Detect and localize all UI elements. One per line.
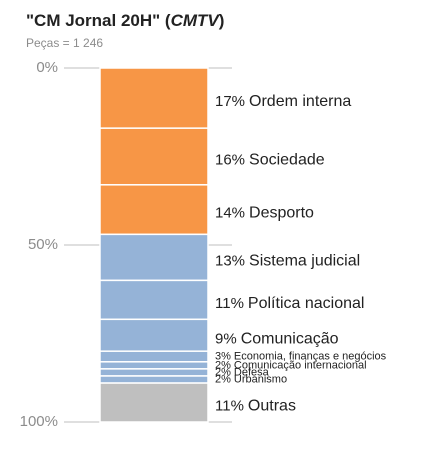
segment-label: 9% Comunicação	[215, 330, 339, 347]
category-label: Defesa	[234, 366, 270, 378]
category-label: Comunicação internacional	[234, 359, 367, 371]
value-label: 14%	[215, 205, 245, 222]
category-label: Desporto	[249, 205, 314, 222]
y-tick-label: 50%	[28, 236, 58, 253]
bar-segment	[99, 67, 209, 129]
value-label: 9%	[215, 330, 237, 347]
segment-label: 2% Urbanismo	[215, 373, 287, 385]
segment-label: 17% Ordem interna	[215, 93, 351, 110]
value-label: 17%	[215, 93, 245, 110]
segment-label: 11% Política nacional	[215, 295, 364, 312]
bar-segment	[99, 184, 209, 236]
bar-segment	[99, 375, 209, 384]
title-part: CMTV	[171, 11, 221, 30]
bar-segment	[99, 127, 209, 186]
bar-segment	[99, 318, 209, 352]
segment-label: 2% Defesa	[215, 366, 270, 378]
segment-label: 3% Economia, finanças e negócios	[215, 350, 387, 362]
category-label: Comunicação	[241, 330, 339, 347]
segment-label: 2% Comunicação internacional	[215, 359, 367, 371]
category-label: Política nacional	[248, 295, 365, 312]
title-part: "CM Jornal 20H" (	[26, 11, 171, 30]
value-label: 16%	[215, 151, 245, 168]
value-label: 11%	[215, 397, 244, 414]
value-label: 11%	[215, 295, 244, 312]
bar-segment	[99, 350, 209, 363]
category-label: Sistema judicial	[249, 253, 360, 270]
bar-segment	[99, 361, 209, 370]
value-label: 13%	[215, 252, 245, 269]
bar-segment	[99, 382, 209, 423]
value-label: 2%	[215, 359, 231, 371]
segment-label: 11% Outras	[215, 397, 296, 414]
bar-segment	[99, 279, 209, 321]
segment-label: 14% Desporto	[215, 205, 314, 222]
category-label: Sociedade	[249, 152, 325, 169]
category-label: Outras	[248, 398, 296, 415]
segment-label: 16% Sociedade	[215, 151, 325, 168]
value-label: 3%	[215, 350, 231, 362]
category-label: Economia, finanças e negócios	[234, 350, 387, 362]
segment-label: 13% Sistema judicial	[215, 252, 360, 269]
y-tick-label: 100%	[20, 413, 58, 430]
title-part: )	[219, 11, 225, 30]
chart-title: "CM Jornal 20H" (CMTV)	[26, 11, 224, 30]
category-label: Urbanismo	[234, 373, 287, 385]
value-label: 2%	[215, 373, 231, 385]
value-label: 2%	[215, 366, 231, 378]
bar-segment	[99, 368, 209, 377]
subtitle: Peças = 1 246	[26, 36, 103, 50]
bar-segment	[99, 233, 209, 282]
category-label: Ordem interna	[249, 93, 351, 110]
y-tick-label: 0%	[36, 59, 58, 76]
